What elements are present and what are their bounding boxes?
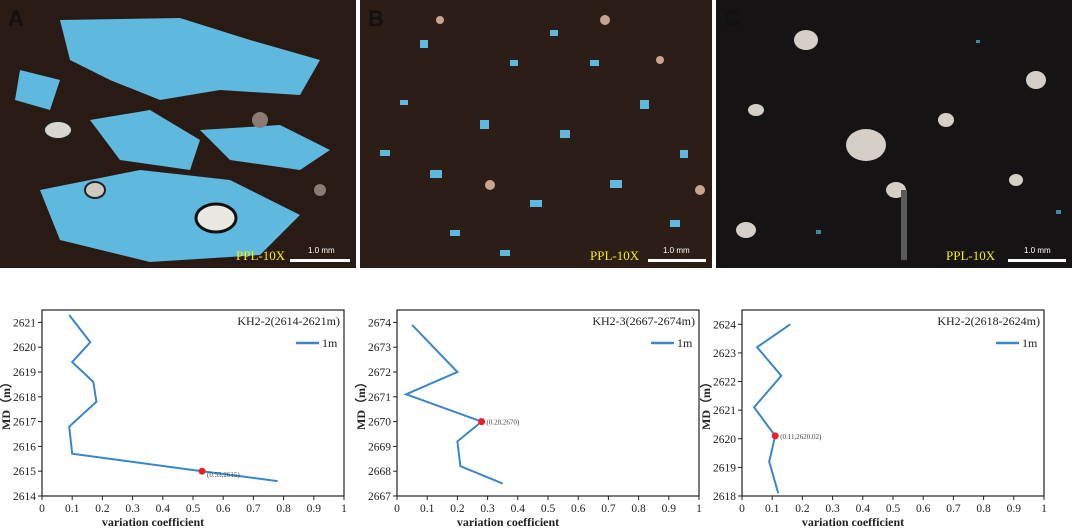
scale-label-a: 1.0 mm — [308, 246, 335, 255]
micrograph-c: C PPL-10X 1.0 mm — [716, 0, 1072, 268]
chart-2-x-tick-label: 0.3 — [480, 503, 495, 515]
chart-3-x-tick-label: 0 — [739, 503, 745, 515]
chart-2-x-tick-label: 0.1 — [420, 503, 435, 515]
chart-1-frame — [41, 309, 345, 497]
chart-1-y-tick-label: 2618 — [13, 392, 36, 404]
chart-1-x-tick-label: 0.7 — [246, 503, 261, 515]
chart-2-x-tick-label: 0.5 — [541, 503, 556, 515]
micrograph-a-image — [0, 0, 356, 268]
chart-2-y-tick-label: 2670 — [368, 417, 391, 429]
chart-1-x-tick-label: 0.4 — [156, 503, 171, 515]
chart-3-legend-label: 1m — [1022, 336, 1038, 350]
chart-1-x-axis-label: variation coefficient — [102, 515, 204, 529]
scale-bar-a — [290, 259, 350, 262]
magnification-label-a: PPL-10X — [236, 248, 286, 263]
chart-3-y-tick-label: 2620 — [713, 434, 736, 446]
chart-2-x-tick-label: 0.2 — [450, 503, 465, 515]
chart-1-x-tick-label: 0.1 — [65, 503, 80, 515]
chart-1-y-tick-label: 2615 — [13, 466, 36, 478]
magnification-label-b: PPL-10X — [590, 248, 640, 263]
chart-3-y-tick-label: 2622 — [713, 377, 736, 389]
micrograph-c-image — [716, 0, 1072, 268]
chart-3-y-tick-label: 2623 — [713, 348, 736, 360]
chart-2-y-axis-label: MD（m） — [353, 376, 368, 430]
chart-1-y-tick-label: 2619 — [13, 367, 36, 379]
chart-1-x-tick-label: 0.3 — [125, 503, 140, 515]
chart-2-y-tick-label: 2673 — [368, 342, 391, 354]
micrograph-b-image — [360, 0, 712, 268]
chart-1-y-axis-label: MD（m） — [0, 376, 13, 430]
chart-3-y-tick-label: 2618 — [713, 491, 736, 503]
chart-1-y-tick-label: 2621 — [13, 317, 36, 329]
chart-3-y-tick-label: 2624 — [713, 319, 736, 331]
panel-letter-c: C — [724, 6, 740, 31]
chart-1-y-tick-label: 2614 — [13, 491, 36, 503]
chart-1-x-tick-label: 1 — [341, 503, 347, 515]
chart-1-x-tick-label: 0.9 — [307, 503, 322, 515]
magnification-label-c: PPL-10X — [946, 248, 996, 263]
scale-bar-b — [648, 259, 706, 262]
scale-label-c: 1.0 mm — [1024, 246, 1051, 255]
chart-2-x-tick-label: 0.9 — [662, 503, 677, 515]
chart-3-x-tick-label: 0.7 — [946, 503, 961, 515]
chart-1-marker-point — [198, 467, 206, 475]
chart-3-x-tick-label: 0.3 — [825, 503, 840, 515]
chart-3-x-tick-label: 0.1 — [765, 503, 780, 515]
chart-2-frame — [396, 309, 700, 497]
chart-3-series-line — [752, 323, 791, 494]
chart-3-x-tick-label: 0.8 — [976, 503, 991, 515]
scale-label-b: 1.0 mm — [663, 246, 690, 255]
chart-1-x-tick-label: 0.6 — [216, 503, 231, 515]
chart-1-y-tick-label: 2617 — [13, 417, 36, 429]
chart-2-y-tick-label: 2672 — [368, 367, 391, 379]
chart-1-x-tick-label: 0 — [39, 503, 45, 515]
chart-3-x-tick-label: 0.6 — [916, 503, 931, 515]
chart-1-x-tick-label: 0.2 — [95, 503, 110, 515]
scale-bar-c — [1008, 259, 1066, 262]
chart-2-x-tick-label: 0.7 — [601, 503, 616, 515]
chart-2-x-tick-label: 1 — [696, 503, 702, 515]
micrograph-b: B PPL-10X 1.0 mm — [360, 0, 712, 268]
chart-2-y-tick-label: 2671 — [368, 392, 391, 404]
chart-1-series-line — [68, 314, 278, 483]
chart-3-x-tick-label: 0.2 — [795, 503, 810, 515]
chart-1-x-tick-label: 0.5 — [186, 503, 201, 515]
chart-3-x-tick-label: 1 — [1041, 503, 1047, 515]
chart-2-x-tick-label: 0.4 — [511, 503, 526, 515]
chart-2-x-axis-label: variation coefficient — [457, 515, 559, 529]
chart-3-x-tick-label: 0.4 — [856, 503, 871, 515]
chart-1-x-tick-label: 0.8 — [276, 503, 291, 515]
chart-1-marker-label: (0.53,2615) — [207, 471, 240, 479]
chart-1-title: KH2-2(2614-2621m) — [237, 314, 340, 328]
chart-2-y-tick-label: 2668 — [368, 466, 391, 478]
chart-3-y-tick-label: 2619 — [713, 462, 736, 474]
chart-2-x-tick-label: 0.6 — [571, 503, 586, 515]
chart-3-x-tick-label: 0.5 — [886, 503, 901, 515]
chart-2-marker-label: (0.28,2670) — [487, 419, 520, 427]
chart-2-legend-label: 1m — [677, 336, 693, 350]
chart-3-marker-label: (0.11,2620.02) — [780, 433, 822, 441]
chart-3-x-tick-label: 0.9 — [1007, 503, 1022, 515]
chart-1-legend-label: 1m — [322, 336, 338, 350]
chart-3-y-axis-label: MD（m） — [698, 376, 713, 430]
panel-letter-b: B — [368, 6, 384, 31]
chart-3-frame — [741, 309, 1045, 497]
chart-2-title: KH2-3(2667-2674m) — [592, 314, 695, 328]
panel-letter-a: A — [8, 6, 24, 31]
chart-2-y-tick-label: 2669 — [368, 441, 391, 453]
chart-3-marker-point — [771, 432, 779, 440]
chart-3-y-tick-label: 2621 — [713, 405, 736, 417]
chart-2-y-tick-label: 2674 — [368, 317, 391, 329]
chart-3-title: KH2-2(2618-2624m) — [937, 314, 1040, 328]
chart-3-x-axis-label: variation coefficient — [802, 515, 904, 529]
chart-2-x-tick-label: 0 — [394, 503, 400, 515]
chart-2-y-tick-label: 2667 — [368, 491, 391, 503]
variation-coefficient-charts: 0 0.1 0.2 0.3 0.4 0.5 0.6 0.7 0.8 0.9 1 2614 2615 261… — [0, 309, 1047, 529]
chart-1-y-tick-label: 2616 — [13, 441, 36, 453]
chart-1-y-tick-label: 2620 — [13, 342, 36, 354]
micrograph-a: A PPL-10X 1.0 mm — [0, 0, 356, 268]
chart-2-x-tick-label: 0.8 — [631, 503, 646, 515]
chart-2-marker-point — [478, 418, 486, 426]
